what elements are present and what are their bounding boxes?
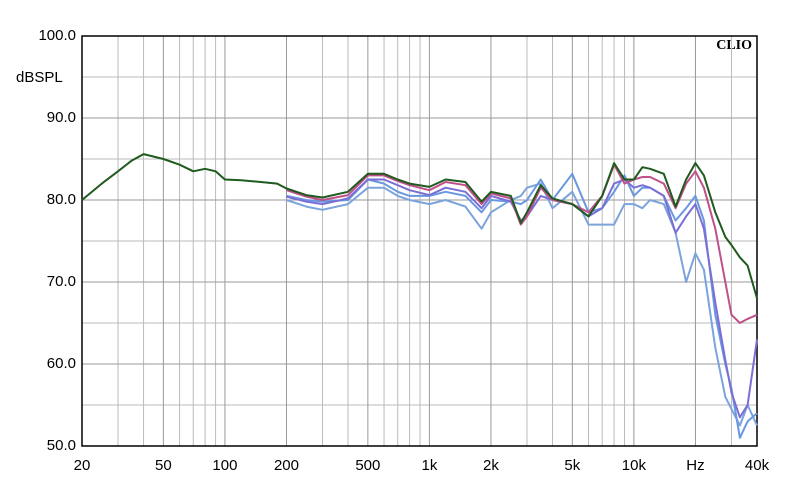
brand: CLIO bbox=[716, 38, 752, 53]
x-tick-label: 40k bbox=[745, 457, 770, 474]
x-tick-label: 20 bbox=[74, 457, 91, 474]
y-tick-label: 50.0 bbox=[47, 437, 76, 454]
y-tick-label: 60.0 bbox=[47, 355, 76, 372]
series-line bbox=[81, 153, 758, 299]
x-tick-label: 50 bbox=[155, 457, 172, 474]
x-tick-label: 200 bbox=[274, 457, 299, 474]
x-tick-label: 10k bbox=[622, 457, 647, 474]
x-tick-label: 5k bbox=[564, 457, 580, 474]
x-tick-label: 100 bbox=[212, 457, 237, 474]
x-tick-label: 500 bbox=[355, 457, 380, 474]
series-line bbox=[286, 178, 758, 419]
y-tick-label: 100.0 bbox=[38, 27, 76, 44]
x-tick-label: 2k bbox=[483, 457, 499, 474]
x-tick-label: 1k bbox=[421, 457, 437, 474]
y-tick-label: 80.0 bbox=[47, 191, 76, 208]
y-tick-label: 90.0 bbox=[47, 109, 76, 126]
plot-frame bbox=[81, 35, 758, 447]
y-tick-label: 70.0 bbox=[47, 273, 76, 290]
series-line bbox=[286, 182, 758, 427]
y-axis-label: dBSPL bbox=[16, 69, 63, 86]
series-line bbox=[286, 172, 758, 439]
x-tick-label: Hz bbox=[686, 457, 704, 474]
